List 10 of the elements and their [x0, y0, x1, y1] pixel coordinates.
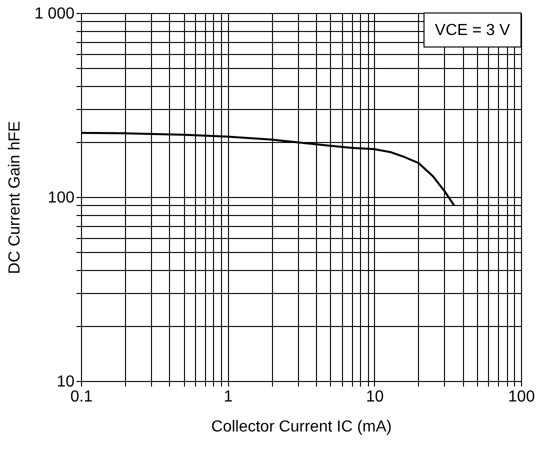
x-axis-title: Collector Current IC (mA) — [211, 418, 392, 436]
y-tick-label: 10 — [56, 374, 75, 390]
x-tick-label: 1 — [224, 388, 233, 406]
y-tick-label: 100 — [48, 190, 75, 206]
x-tick-label: 0.1 — [70, 388, 93, 406]
y-tick-label: 1 000 — [34, 6, 75, 22]
y-axis-title: DC Current Gain hFE — [6, 121, 24, 274]
x-tick-label: 100 — [508, 388, 535, 406]
annotation: VCE = 3 V — [434, 22, 510, 39]
x-tick-label: 10 — [366, 388, 384, 406]
